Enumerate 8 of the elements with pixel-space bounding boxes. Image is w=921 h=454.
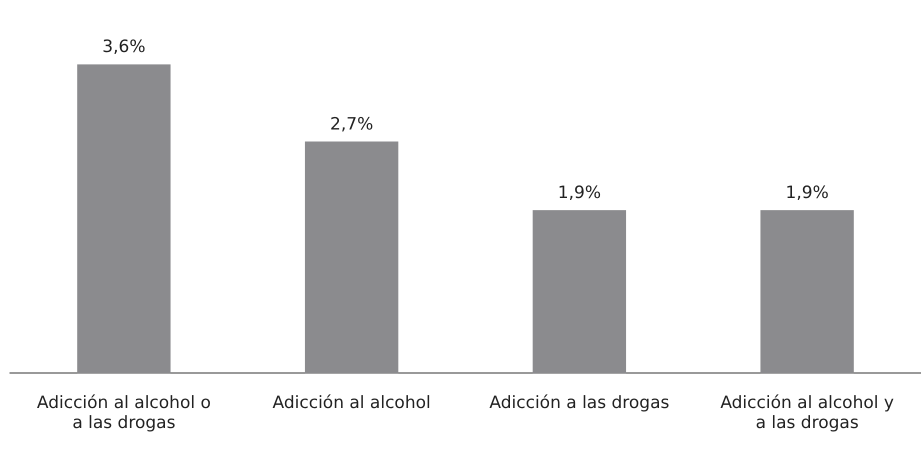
x-tick-label: Adicción a las drogas (489, 392, 670, 413)
x-tick-label: Adicción al alcohol o a las drogas (36, 392, 211, 434)
data-label: 1,9% (558, 183, 601, 204)
x-tick-label: Adicción al alcohol y a las drogas (720, 392, 894, 434)
data-label: 2,7% (330, 114, 374, 134)
x-tick-label: Adicción al alcohol (272, 392, 431, 413)
data-label: 1,9% (786, 183, 829, 204)
data-label: 3,6% (102, 37, 146, 58)
